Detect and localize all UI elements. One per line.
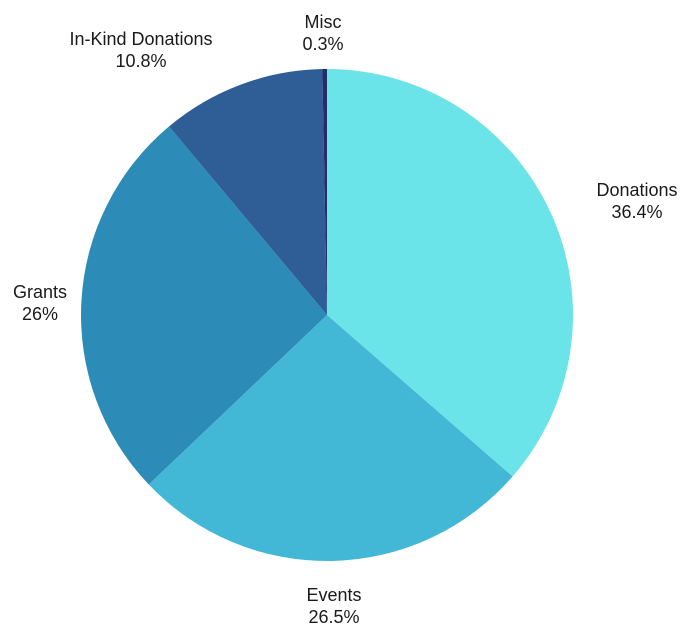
slice-value-grants: 26% <box>22 304 58 324</box>
slice-value-donations: 36.4% <box>611 202 662 222</box>
pie-slice-in-kind-donations <box>169 69 327 315</box>
slice-value-events: 26.5% <box>308 607 359 626</box>
pie-slices <box>81 68 574 561</box>
slice-value-misc: 0.3% <box>302 34 343 54</box>
slice-label-misc: Misc <box>305 12 342 32</box>
slice-label-in-kind-donations: In-Kind Donations <box>69 29 212 49</box>
slice-label-grants: Grants <box>13 282 67 302</box>
pie-slice-events <box>148 315 513 561</box>
pie-slice-donations <box>327 69 574 477</box>
pie-slice-misc <box>322 68 327 315</box>
slice-value-in-kind-donations: 10.8% <box>115 51 166 71</box>
slice-label-donations: Donations <box>596 180 677 200</box>
pie-slice-grants <box>81 126 328 485</box>
slice-label-events: Events <box>306 585 361 605</box>
